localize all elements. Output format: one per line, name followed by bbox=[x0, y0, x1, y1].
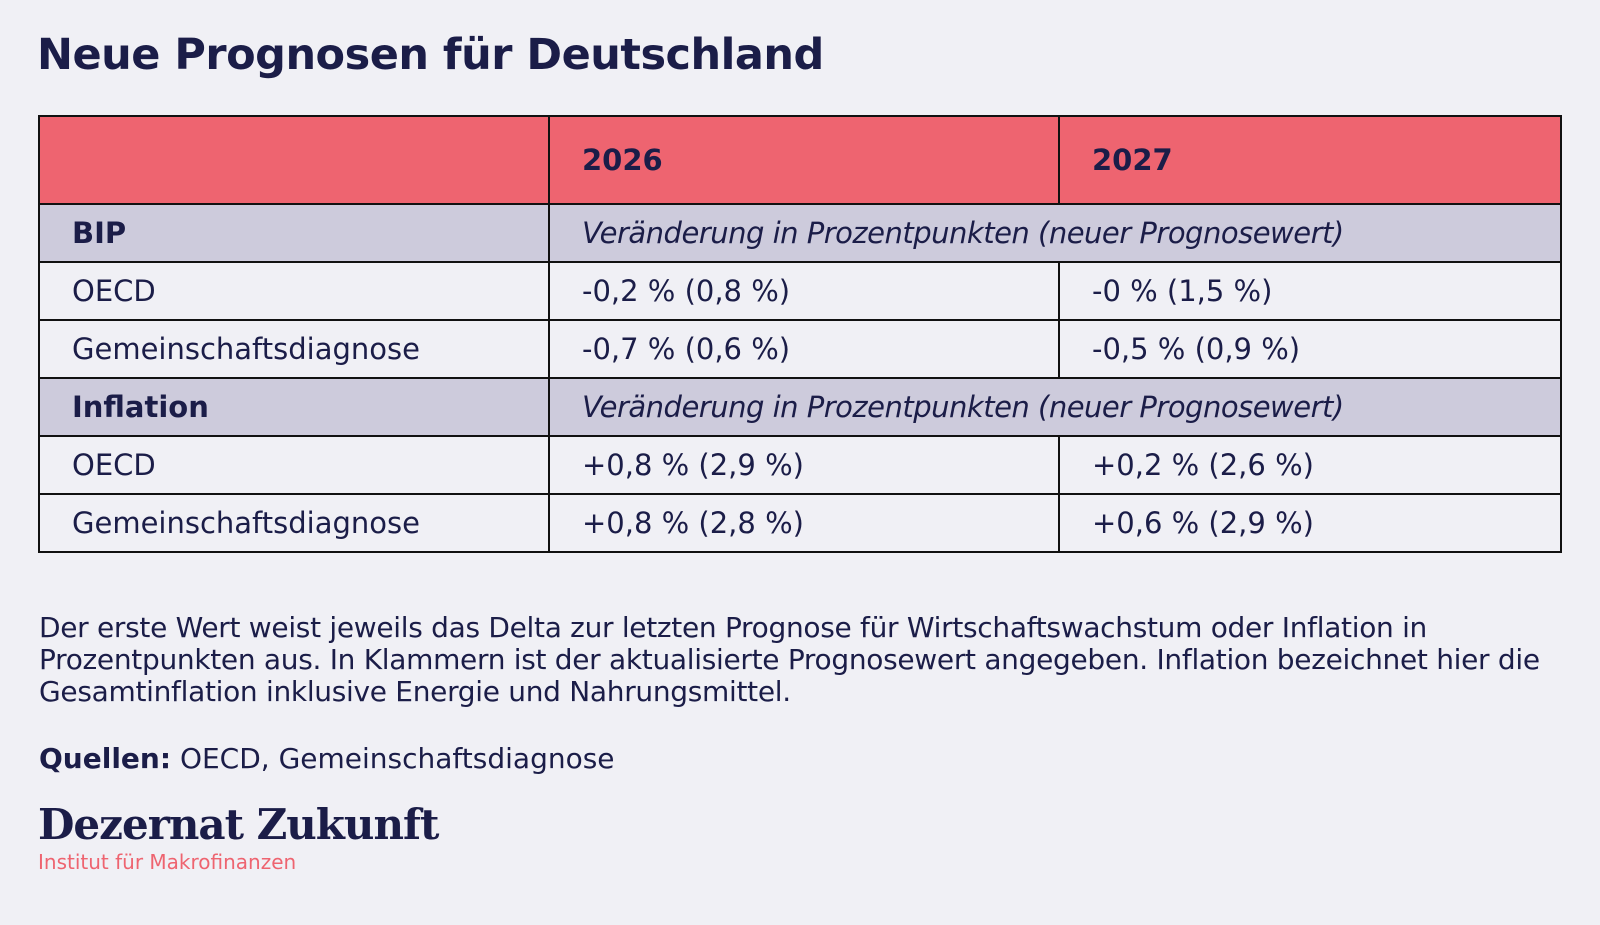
header-cell-2026: 2026 bbox=[548, 115, 1060, 205]
section-label: Inflation bbox=[38, 377, 550, 437]
row-source: OECD bbox=[38, 261, 550, 321]
table-row: Gemeinschaftsdiagnose -0,7 % (0,6 %) -0,… bbox=[38, 319, 1562, 379]
row-source: Gemeinschaftsdiagnose bbox=[38, 493, 550, 553]
section-label: BIP bbox=[38, 203, 550, 263]
section-note: Veränderung in Prozentpunkten (neuer Pro… bbox=[548, 203, 1562, 263]
cell-2027: +0,2 % (2,6 %) bbox=[1058, 435, 1562, 495]
row-source: OECD bbox=[38, 435, 550, 495]
cell-2026: -0,2 % (0,8 %) bbox=[548, 261, 1060, 321]
table-header-row: 2026 2027 bbox=[38, 115, 1562, 205]
footnote: Der erste Wert weist jeweils das Delta z… bbox=[39, 611, 1540, 708]
sources-label: Quellen: bbox=[39, 742, 172, 775]
sources-line: Quellen: OECD, Gemeinschaftsdiagnose bbox=[39, 742, 615, 775]
cell-2026: +0,8 % (2,8 %) bbox=[548, 493, 1060, 553]
header-cell-2027: 2027 bbox=[1058, 115, 1562, 205]
row-source: Gemeinschaftsdiagnose bbox=[38, 319, 550, 379]
section-note: Veränderung in Prozentpunkten (neuer Pro… bbox=[548, 377, 1562, 437]
section-row-bip: BIP Veränderung in Prozentpunkten (neuer… bbox=[38, 203, 1562, 263]
table-row: Gemeinschaftsdiagnose +0,8 % (2,8 %) +0,… bbox=[38, 493, 1562, 553]
logo-subtitle: Institut für Makrofinanzen bbox=[38, 850, 297, 874]
section-row-inflation: Inflation Veränderung in Prozentpunkten … bbox=[38, 377, 1562, 437]
table-row: OECD +0,8 % (2,9 %) +0,2 % (2,6 %) bbox=[38, 435, 1562, 495]
header-cell-empty bbox=[38, 115, 550, 205]
logo-wordmark: Dezernat Zukunft bbox=[38, 800, 439, 849]
table-row: OECD -0,2 % (0,8 %) -0 % (1,5 %) bbox=[38, 261, 1562, 321]
cell-2027: -0,5 % (0,9 %) bbox=[1058, 319, 1562, 379]
cell-2027: +0,6 % (2,9 %) bbox=[1058, 493, 1562, 553]
cell-2026: -0,7 % (0,6 %) bbox=[548, 319, 1060, 379]
cell-2026: +0,8 % (2,9 %) bbox=[548, 435, 1060, 495]
sources-text: OECD, Gemeinschaftsdiagnose bbox=[171, 742, 615, 775]
forecast-table: 2026 2027 BIP Veränderung in Prozentpunk… bbox=[38, 115, 1562, 553]
cell-2027: -0 % (1,5 %) bbox=[1058, 261, 1562, 321]
page-title: Neue Prognosen für Deutschland bbox=[37, 30, 824, 80]
